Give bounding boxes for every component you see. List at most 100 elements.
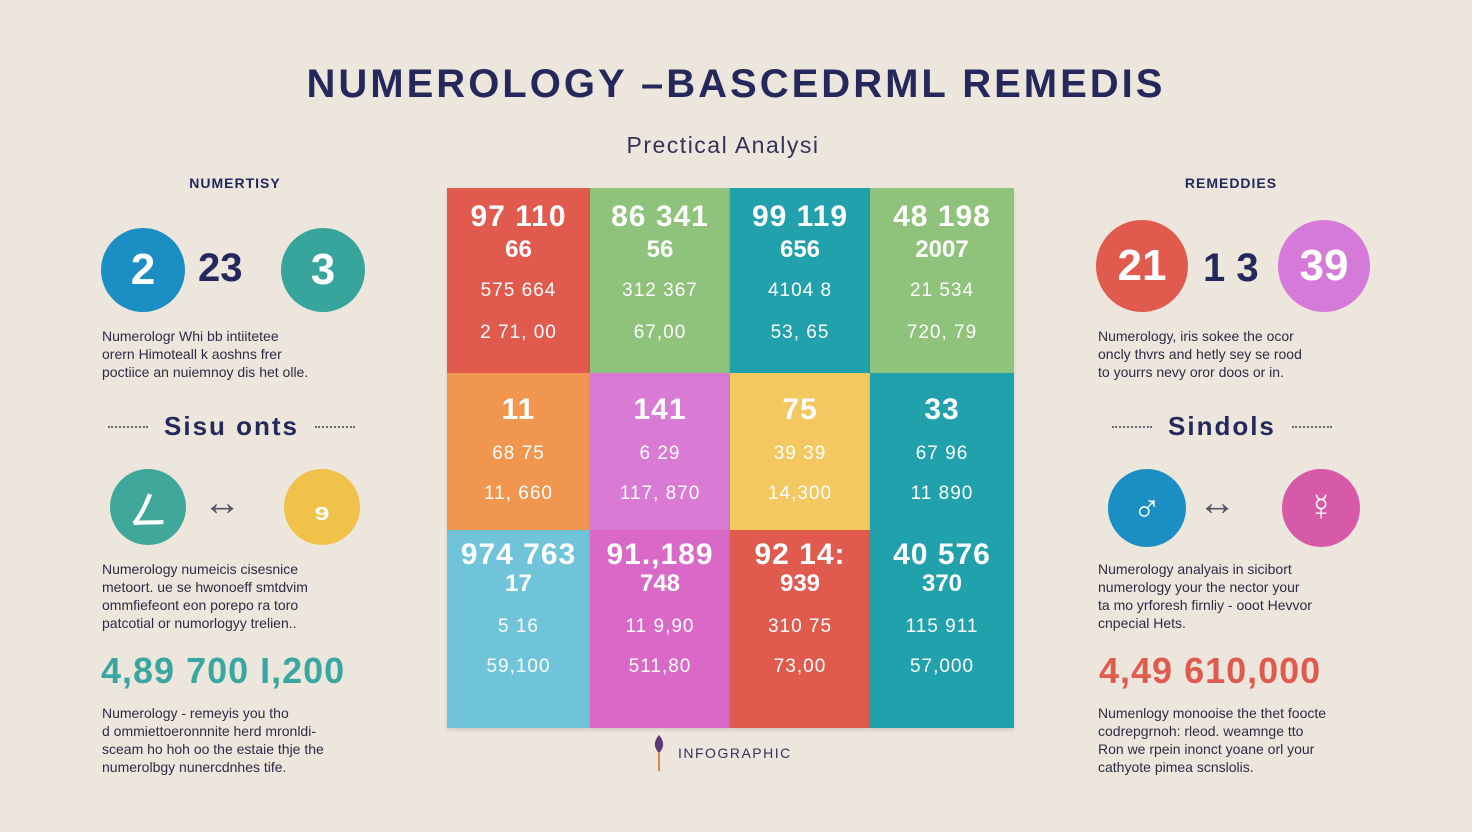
grid-cell-line-1: 97 110 — [470, 200, 567, 233]
grid-cell-line-3: 575 664 — [480, 280, 557, 301]
grid-cell-line-1: 99 119 — [751, 200, 849, 233]
symbol-glyph: ㄥ — [128, 490, 167, 533]
grid-cell-line-4: 117, 870 — [619, 483, 701, 504]
divider — [1112, 425, 1152, 428]
left-symbol-circle-2: ₉ — [284, 469, 360, 545]
grid-cell: 86 341 56 312 367 67,00 — [590, 188, 730, 373]
grid-cell-line-4: 511,80 — [628, 656, 692, 677]
grid-cell-line-1: 11 — [501, 393, 536, 426]
double-arrow-icon: ↔ — [1198, 482, 1236, 524]
flower-icon — [654, 735, 664, 771]
text-line: Numenlogy monooise the thet foocte — [1098, 705, 1327, 721]
left-circle-number-1: 2 — [101, 228, 185, 312]
right-circle-number-1: 21 — [1096, 220, 1188, 312]
right-circle-number-1-text: 21 — [1117, 241, 1167, 290]
left-circle-number-1-text: 2 — [130, 245, 156, 294]
grid-cell-line-4: 11, 660 — [484, 483, 553, 504]
divider — [108, 425, 148, 428]
number-grid: 97 110 66 575 664 2 71, 00 86 341 56 312 367 67… — [447, 188, 1014, 728]
grid-cell-line-4: 2 71, 00 — [480, 322, 557, 343]
text-line: ta mo yrforesh firnliy - ooot Hevvor — [1098, 597, 1312, 613]
grid-cell-line-3: 21 534 — [909, 280, 975, 301]
text-line: Numerology - remeyis you tho — [102, 705, 289, 721]
grid-cell: 48 198 2007 21 534 720, 79 — [870, 188, 1014, 373]
left-section-heading-text: Sisu onts — [164, 411, 300, 441]
text-line: orern Himoteall k aoshns frer — [102, 346, 282, 362]
text-line: Numerology, iris sokee the ocor — [1098, 328, 1294, 344]
text-line: Numerology numeicis cisesnice — [102, 561, 299, 577]
grid-cell: 91.,189 748 11 9,90 511,80 — [590, 530, 730, 728]
text-line: oncly thvrs and hetly sey se rood — [1098, 346, 1302, 362]
grid-cell-line-4: 59,100 — [486, 656, 551, 677]
grid-cell-line-2: 17 — [505, 570, 532, 597]
text-line: patcotial or numorlogyy trelien.. — [102, 615, 297, 631]
page-title: NUMEROLOGY –BASCEDRML REMEDIS — [306, 62, 1166, 106]
grid-cell-line-3: 39 39 — [773, 443, 827, 464]
grid-cell-line-2: 66 — [505, 236, 532, 263]
grid-cell-line-1: 33 — [924, 393, 960, 426]
grid-cell-line-1: 92 14: — [754, 538, 846, 571]
grid-cell-line-3: 68 75 — [492, 443, 545, 464]
left-paragraph-1: Numerologr Whi bb intiitetee orern Himot… — [102, 327, 392, 381]
grid-cell: 92 14: 939 310 75 73,00 — [730, 530, 870, 728]
text-line: numerolbgy nunercdnhes tife. — [102, 759, 287, 775]
left-symbol-circle-1: ㄥ — [110, 469, 186, 545]
grid-cell: 40 576 370 115 911 57,000 — [870, 530, 1014, 728]
grid-cell: 141 6 29 117, 870 — [590, 373, 730, 530]
grid-cell: 11 68 75 11, 660 — [447, 373, 590, 530]
symbol-glyph: ₉ — [313, 485, 331, 528]
footer-label: INFOGRAPHIC — [678, 745, 792, 761]
text-line: d ommiettoeronnnite herd mronldi- — [102, 723, 316, 739]
right-symbol-circle-2: ☿ — [1282, 469, 1360, 547]
grid-cell-line-3: 11 9,90 — [625, 616, 695, 637]
page-subtitle: Prectical Analysi — [626, 132, 820, 158]
grid-cell-line-2: 939 — [779, 570, 821, 597]
grid-cell-line-3: 5 16 — [498, 616, 539, 637]
text-line: to yourrs nevy oror doos or in. — [1098, 364, 1284, 380]
text-line: poctiice an nuiemnoy dis het olle. — [102, 364, 309, 380]
grid-cell: 75 39 39 14,300 — [730, 373, 870, 530]
left-middle-number: 23 — [198, 246, 243, 290]
grid-cell-line-2: 370 — [921, 570, 963, 597]
grid-cell-line-3: 115 911 — [905, 616, 979, 637]
left-paragraph-3: Numerology - remeyis you tho d ommiettoe… — [102, 704, 392, 776]
text-line: Ron we rpein inonct yoane orl your — [1098, 741, 1315, 757]
symbol-glyph: ♂ — [1132, 486, 1162, 529]
text-line: Numerology analyais in sicibort — [1098, 561, 1292, 577]
grid-cell-line-2: 656 — [779, 236, 821, 263]
grid-cell-line-1: 91.,189 — [606, 538, 714, 571]
grid-cell-line-1: 141 — [633, 393, 687, 426]
footer: INFOGRAPHIC — [650, 733, 792, 773]
grid-cell-line-3: 6 29 — [639, 443, 681, 464]
left-paragraph-2: Numerology numeicis cisesnice metoort. u… — [102, 560, 392, 632]
divider — [315, 425, 356, 428]
grid-cell-line-2: 2007 — [915, 236, 969, 263]
right-section-heading: Sindols — [1112, 411, 1332, 442]
grid-cell-line-1: 974 763 — [460, 538, 577, 571]
text-line: ommfiefeont eon porepo ra toro — [102, 597, 299, 613]
grid-cell-line-1: 75 — [782, 393, 818, 426]
double-arrow-icon: ↔ — [203, 482, 241, 524]
grid-cell-line-1: 86 341 — [611, 200, 709, 233]
grid-cell-line-3: 4104 8 — [767, 280, 833, 301]
grid-cell-line-1: 40 576 — [893, 538, 991, 571]
text-line: codrepgrnoh: rleod. weamnge tto — [1098, 723, 1304, 739]
right-circle-number-2: 39 — [1278, 220, 1370, 312]
left-circle-number-2: 3 — [281, 228, 365, 312]
divider — [1291, 425, 1332, 428]
left-circle-number-2-text: 3 — [310, 245, 336, 294]
text-line: cnpecial Hets. — [1098, 615, 1186, 631]
right-middle-number: 1 3 — [1203, 246, 1259, 290]
grid-cell-line-4: 11 890 — [910, 483, 974, 504]
right-paragraph-3: Numenlogy monooise the thet foocte codre… — [1098, 704, 1388, 776]
grid-cell-line-4: 67,00 — [633, 322, 687, 343]
right-stat: 4,49 610,000 — [1099, 650, 1322, 691]
grid-cell-line-2: 56 — [646, 236, 674, 263]
grid-cell-line-3: 67 96 — [915, 443, 969, 464]
right-symbol-circle-1: ♂ — [1108, 469, 1186, 547]
left-section-heading: Sisu onts — [108, 411, 356, 442]
text-line: Numerologr Whi bb intiitetee — [102, 328, 279, 344]
left-heading: NUMERTISY — [189, 175, 281, 191]
right-heading: REMEDDIES — [1184, 175, 1278, 191]
symbol-glyph: ☿ — [1306, 486, 1336, 529]
